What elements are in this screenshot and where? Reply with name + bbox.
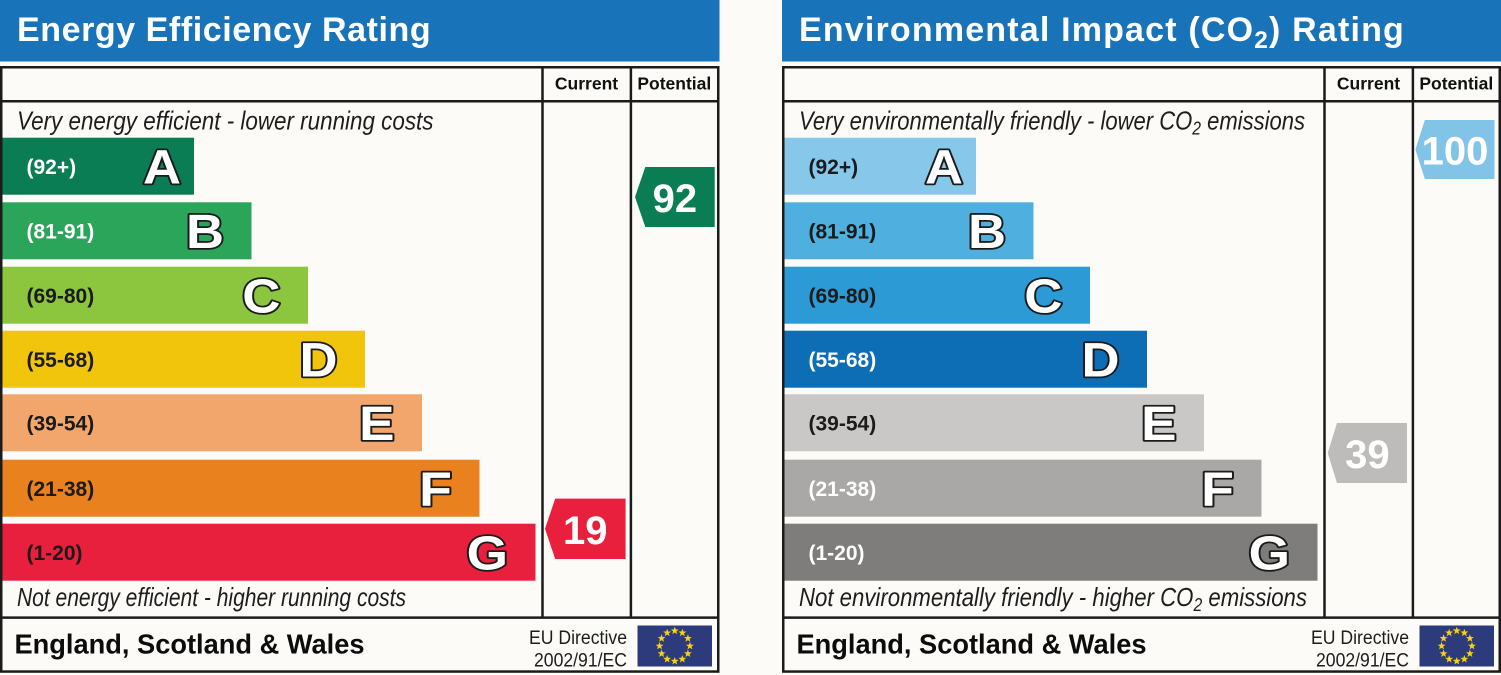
svg-text:Energy Efficiency Rating: Energy Efficiency Rating [17, 11, 431, 49]
svg-text:(21-38): (21-38) [809, 478, 877, 501]
svg-text:Very environmentally friendly: Very environmentally friendly - lower CO… [799, 106, 1305, 139]
svg-text:C: C [242, 271, 280, 324]
svg-text:D: D [1082, 335, 1120, 388]
svg-text:Current: Current [1337, 74, 1400, 94]
svg-text:(21-38): (21-38) [27, 478, 95, 501]
svg-text:D: D [300, 335, 338, 388]
svg-text:39: 39 [1345, 433, 1390, 477]
svg-text:(92+): (92+) [809, 156, 859, 179]
svg-text:(69-80): (69-80) [809, 285, 877, 308]
svg-text:E: E [359, 398, 394, 451]
svg-text:A: A [925, 142, 963, 195]
svg-text:(55-68): (55-68) [27, 349, 95, 372]
svg-text:F: F [419, 464, 452, 517]
svg-text:92: 92 [653, 177, 698, 221]
svg-text:G: G [1249, 528, 1290, 581]
svg-text:2002/91/EC: 2002/91/EC [534, 651, 627, 672]
svg-text:Not environmentally friendly -: Not environmentally friendly - higher CO… [799, 582, 1307, 615]
svg-text:(69-80): (69-80) [27, 285, 95, 308]
svg-text:(81-91): (81-91) [27, 220, 95, 243]
svg-text:F: F [1201, 464, 1234, 517]
svg-text:(1-20): (1-20) [27, 542, 83, 565]
svg-text:E: E [1141, 398, 1176, 451]
svg-text:(81-91): (81-91) [809, 220, 877, 243]
svg-text:(55-68): (55-68) [809, 349, 877, 372]
svg-text:Potential: Potential [1419, 74, 1493, 94]
svg-text:Current: Current [555, 74, 618, 94]
svg-text:EU Directive: EU Directive [1311, 628, 1409, 649]
svg-text:(1-20): (1-20) [809, 542, 865, 565]
svg-text:100: 100 [1422, 130, 1489, 174]
svg-text:(39-54): (39-54) [27, 412, 95, 435]
svg-text:EU Directive: EU Directive [529, 628, 627, 649]
svg-text:Potential: Potential [637, 74, 711, 94]
svg-text:Very energy efficient - lower: Very energy efficient - lower running co… [17, 106, 434, 136]
svg-text:(92+): (92+) [27, 156, 77, 179]
svg-text:(39-54): (39-54) [809, 412, 877, 435]
svg-text:Environmental Impact (CO2) Rat: Environmental Impact (CO2) Rating [799, 11, 1404, 54]
svg-text:2002/91/EC: 2002/91/EC [1316, 651, 1409, 672]
svg-text:19: 19 [563, 509, 608, 553]
svg-text:C: C [1024, 271, 1062, 324]
svg-text:B: B [968, 206, 1006, 259]
svg-text:England, Scotland & Wales: England, Scotland & Wales [15, 629, 365, 660]
svg-text:England, Scotland & Wales: England, Scotland & Wales [797, 629, 1147, 660]
svg-text:A: A [143, 142, 181, 195]
svg-text:B: B [186, 206, 224, 259]
svg-text:Not energy efficient - higher: Not energy efficient - higher running co… [17, 582, 406, 612]
svg-text:G: G [467, 528, 508, 581]
